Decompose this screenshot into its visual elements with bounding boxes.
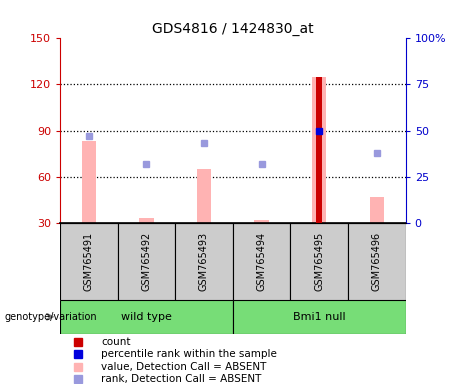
Text: GSM765496: GSM765496 bbox=[372, 232, 382, 291]
Text: GSM765494: GSM765494 bbox=[257, 232, 266, 291]
Text: percentile rank within the sample: percentile rank within the sample bbox=[101, 349, 278, 359]
Text: GSM765492: GSM765492 bbox=[142, 232, 151, 291]
Bar bbox=[233, 223, 290, 300]
Bar bbox=[118, 223, 175, 300]
Bar bbox=[312, 77, 326, 223]
Text: GSM765493: GSM765493 bbox=[199, 232, 209, 291]
Bar bbox=[348, 223, 406, 300]
Text: GSM765495: GSM765495 bbox=[314, 232, 324, 291]
Bar bbox=[233, 300, 406, 334]
Bar bbox=[254, 220, 269, 223]
Text: genotype/variation: genotype/variation bbox=[5, 312, 97, 322]
Bar bbox=[290, 223, 348, 300]
Text: GSM765491: GSM765491 bbox=[84, 232, 94, 291]
Bar bbox=[139, 218, 154, 223]
Text: rank, Detection Call = ABSENT: rank, Detection Call = ABSENT bbox=[101, 374, 262, 384]
Title: GDS4816 / 1424830_at: GDS4816 / 1424830_at bbox=[152, 22, 313, 36]
Bar bbox=[316, 77, 322, 223]
Bar bbox=[175, 223, 233, 300]
Text: value, Detection Call = ABSENT: value, Detection Call = ABSENT bbox=[101, 361, 267, 372]
Bar bbox=[60, 300, 233, 334]
Text: Bmi1 null: Bmi1 null bbox=[293, 312, 346, 322]
Text: count: count bbox=[101, 336, 131, 347]
Text: wild type: wild type bbox=[121, 312, 172, 322]
Bar bbox=[197, 169, 211, 223]
Bar bbox=[60, 223, 118, 300]
Bar bbox=[82, 141, 96, 223]
Bar bbox=[370, 197, 384, 223]
